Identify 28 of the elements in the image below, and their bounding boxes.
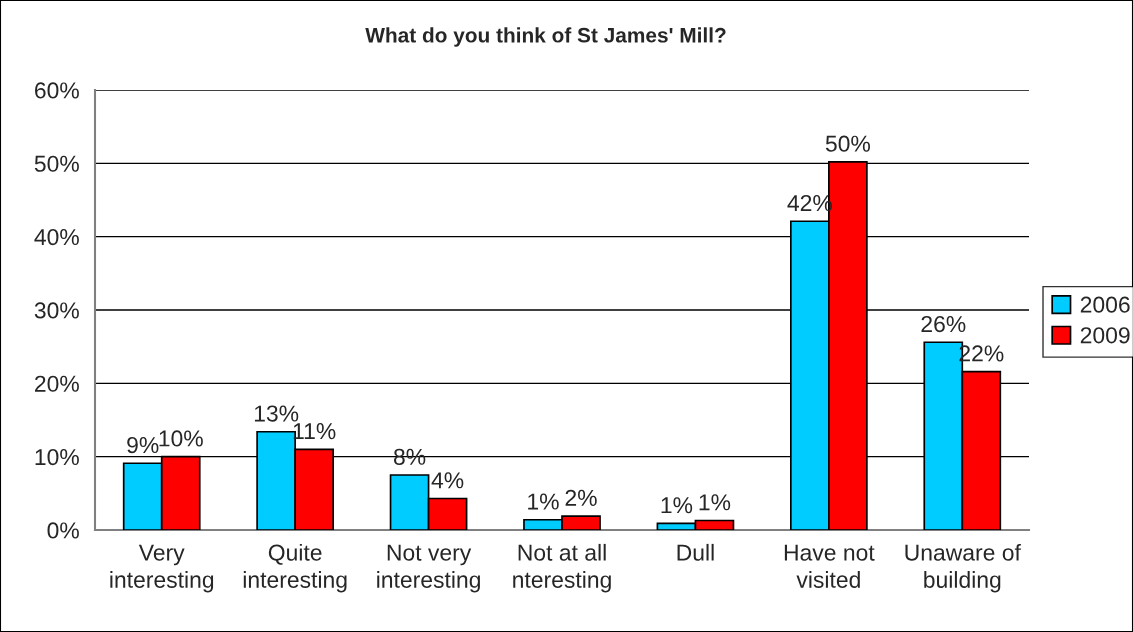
data-label: 1% (661, 497, 693, 514)
data-label: 50% (825, 135, 870, 152)
x-tick-label: Not very interesting (377, 544, 480, 593)
data-label: 11% (293, 423, 336, 440)
x-tick-label: Very interesting (110, 544, 214, 593)
y-tick-label: 20% (35, 375, 79, 392)
y-tick-label: 30% (34, 302, 79, 319)
y-tick-label: 50% (34, 155, 79, 172)
data-label: 26% (921, 315, 966, 333)
data-label: 9% (127, 436, 159, 454)
data-label: 13% (254, 405, 299, 422)
data-label: 1% (699, 494, 731, 511)
x-tick-label: Dull (677, 543, 714, 561)
x-tick-label: Unaware of building (905, 543, 1021, 593)
chart-title: What do you think of St James' Mill? (365, 27, 726, 47)
y-tick-label: 10% (35, 448, 79, 466)
data-label: 2% (565, 489, 597, 506)
y-tick-label: 60% (35, 82, 79, 99)
x-tick-label: Have not visited (784, 544, 875, 588)
y-tick-label: 0% (47, 522, 79, 539)
x-tick-label: Not at all nteresting (513, 543, 611, 593)
data-label: 1% (528, 493, 559, 510)
legend-label: 2009 (1080, 327, 1130, 344)
data-label: 4% (431, 472, 464, 489)
legend-label: 2006 (1080, 296, 1130, 313)
data-label: 10% (159, 430, 203, 447)
x-tick-label: Quite interesting (243, 543, 347, 593)
y-tick-label: 40% (34, 228, 79, 246)
